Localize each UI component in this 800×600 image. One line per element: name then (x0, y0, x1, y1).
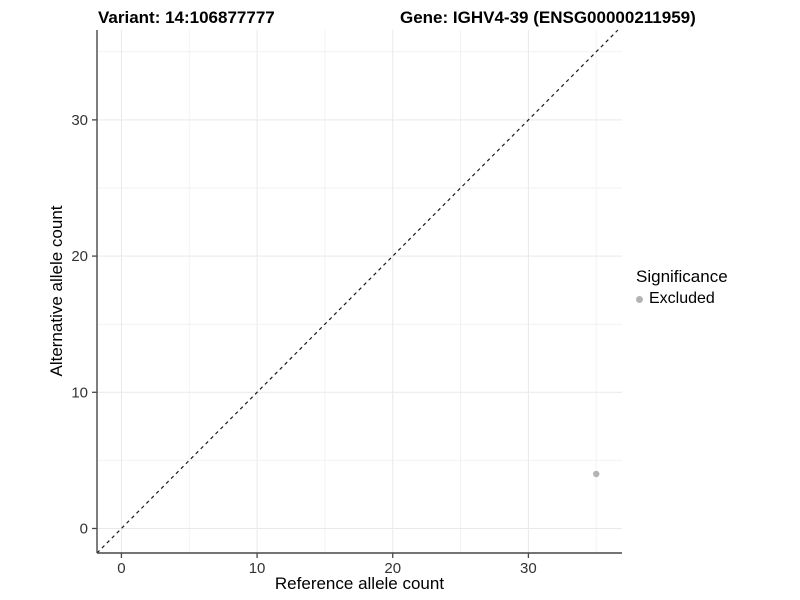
y-tick-label: 20 (71, 248, 88, 265)
x-tick-label: 10 (249, 560, 266, 577)
x-axis-title: Reference allele count (274, 574, 445, 593)
legend: Significance Excluded (636, 267, 728, 308)
y-tick-label: 10 (71, 384, 88, 401)
y-tick-label: 30 (71, 112, 88, 129)
data-point (593, 470, 600, 478)
identity-line (96, 29, 619, 554)
x-tick-label: 20 (384, 560, 401, 577)
legend-item-label: Excluded (649, 290, 715, 307)
x-tick-label: 30 (520, 560, 537, 577)
legend-point-icon (636, 295, 643, 303)
plot-title-gene: Gene: IGHV4-39 (ENSG00000211959) (400, 8, 696, 27)
plot-title-variant: Variant: 14:106877777 (98, 8, 275, 27)
legend-item-excluded: Excluded (636, 290, 728, 308)
x-tick-label: 0 (117, 560, 125, 577)
y-tick-label: 0 (80, 520, 88, 537)
legend-title: Significance (636, 267, 728, 286)
y-axis-title: Alternative allele count (47, 205, 66, 377)
